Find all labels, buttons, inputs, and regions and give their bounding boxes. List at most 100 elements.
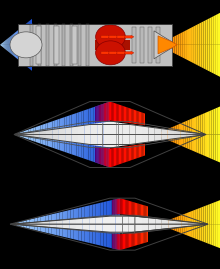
Bar [156, 27, 160, 63]
Polygon shape [92, 224, 95, 244]
Polygon shape [204, 45, 205, 69]
Polygon shape [57, 134, 60, 150]
Polygon shape [141, 232, 142, 244]
Polygon shape [103, 134, 105, 166]
Polygon shape [170, 134, 172, 142]
Polygon shape [52, 128, 59, 134]
FancyArrow shape [109, 35, 118, 38]
Polygon shape [216, 45, 218, 76]
Polygon shape [113, 233, 114, 249]
Polygon shape [97, 134, 104, 147]
Polygon shape [197, 224, 199, 240]
Polygon shape [0, 45, 1, 46]
Polygon shape [81, 224, 84, 242]
Polygon shape [122, 199, 123, 214]
Polygon shape [36, 134, 38, 143]
Polygon shape [201, 207, 204, 224]
Polygon shape [33, 127, 36, 134]
Polygon shape [63, 224, 69, 229]
Polygon shape [124, 234, 125, 249]
Polygon shape [108, 134, 110, 168]
Polygon shape [132, 233, 134, 246]
Polygon shape [195, 209, 197, 224]
Polygon shape [9, 37, 10, 45]
Polygon shape [143, 144, 144, 156]
Polygon shape [106, 148, 108, 167]
Polygon shape [81, 207, 84, 224]
Polygon shape [14, 134, 16, 135]
Polygon shape [123, 106, 124, 122]
Polygon shape [14, 33, 15, 45]
Polygon shape [62, 134, 64, 152]
Polygon shape [177, 124, 179, 134]
Bar [36, 26, 41, 64]
Polygon shape [98, 105, 100, 134]
Polygon shape [125, 146, 126, 162]
Polygon shape [105, 103, 106, 121]
Polygon shape [134, 145, 135, 159]
Polygon shape [190, 134, 192, 150]
Polygon shape [185, 121, 187, 134]
Polygon shape [121, 147, 123, 164]
Polygon shape [114, 148, 115, 166]
Polygon shape [84, 134, 91, 145]
Polygon shape [199, 45, 201, 67]
Polygon shape [89, 224, 96, 231]
Polygon shape [10, 224, 13, 225]
Polygon shape [16, 45, 17, 59]
Polygon shape [50, 121, 52, 134]
Polygon shape [6, 39, 7, 45]
Polygon shape [216, 14, 218, 45]
Polygon shape [177, 34, 179, 45]
Polygon shape [56, 220, 63, 224]
Polygon shape [199, 207, 201, 224]
Polygon shape [142, 205, 143, 217]
Polygon shape [102, 216, 109, 224]
Bar [140, 27, 143, 63]
Polygon shape [88, 134, 91, 161]
Polygon shape [52, 134, 59, 141]
Bar [38, 24, 41, 66]
Polygon shape [121, 105, 123, 122]
Polygon shape [183, 134, 185, 148]
Polygon shape [81, 111, 84, 134]
Polygon shape [140, 144, 141, 157]
Polygon shape [135, 232, 136, 246]
Polygon shape [174, 134, 180, 139]
Polygon shape [11, 45, 12, 54]
Polygon shape [101, 224, 103, 246]
FancyArrow shape [125, 51, 134, 55]
Polygon shape [112, 233, 113, 249]
Polygon shape [117, 104, 119, 122]
Polygon shape [142, 232, 143, 244]
Polygon shape [26, 134, 28, 139]
Polygon shape [100, 104, 103, 134]
Polygon shape [195, 24, 197, 45]
Polygon shape [1, 43, 2, 45]
Polygon shape [166, 40, 168, 45]
Polygon shape [78, 134, 84, 144]
Polygon shape [198, 115, 200, 134]
Polygon shape [104, 122, 110, 134]
Polygon shape [129, 201, 130, 215]
Polygon shape [103, 201, 106, 224]
Polygon shape [52, 121, 55, 134]
Polygon shape [131, 109, 132, 123]
Polygon shape [28, 22, 29, 45]
Polygon shape [96, 217, 102, 224]
Polygon shape [46, 224, 48, 233]
Polygon shape [168, 129, 174, 134]
Polygon shape [105, 102, 108, 134]
Polygon shape [161, 131, 164, 134]
Polygon shape [168, 220, 175, 224]
Polygon shape [155, 134, 161, 141]
Polygon shape [120, 198, 122, 214]
Polygon shape [187, 29, 189, 45]
Polygon shape [95, 106, 96, 123]
Bar [95, 40, 130, 50]
Polygon shape [161, 134, 168, 141]
Polygon shape [76, 224, 82, 230]
Bar [54, 26, 59, 64]
Polygon shape [27, 45, 28, 67]
Polygon shape [65, 211, 68, 224]
